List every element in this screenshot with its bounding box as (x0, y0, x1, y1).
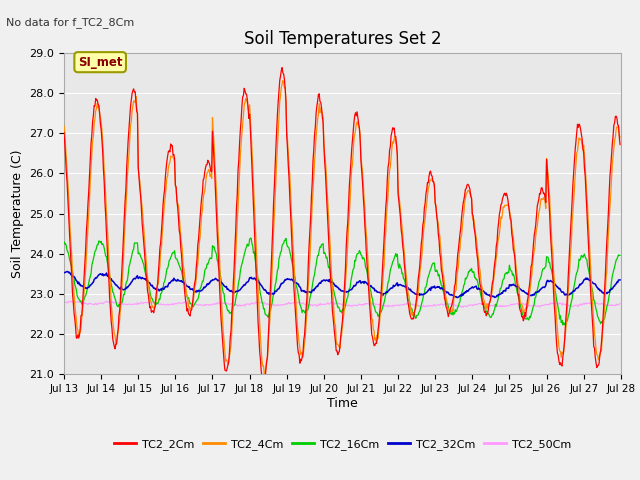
X-axis label: Time: Time (327, 397, 358, 410)
Text: SI_met: SI_met (78, 56, 122, 69)
Y-axis label: Soil Temperature (C): Soil Temperature (C) (11, 149, 24, 278)
Title: Soil Temperatures Set 2: Soil Temperatures Set 2 (244, 30, 441, 48)
Legend: TC2_2Cm, TC2_4Cm, TC2_16Cm, TC2_32Cm, TC2_50Cm: TC2_2Cm, TC2_4Cm, TC2_16Cm, TC2_32Cm, TC… (109, 434, 575, 455)
Text: No data for f_TC2_8Cm: No data for f_TC2_8Cm (6, 17, 134, 28)
